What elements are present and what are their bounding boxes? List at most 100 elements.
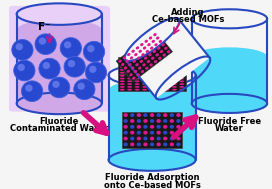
Ellipse shape <box>145 67 149 70</box>
Ellipse shape <box>135 75 140 77</box>
Ellipse shape <box>135 58 140 60</box>
Ellipse shape <box>130 56 133 60</box>
Ellipse shape <box>120 89 125 91</box>
Ellipse shape <box>135 81 140 82</box>
Ellipse shape <box>150 81 154 82</box>
Text: Adding: Adding <box>171 8 205 16</box>
Ellipse shape <box>176 137 181 140</box>
Ellipse shape <box>129 73 133 76</box>
Ellipse shape <box>134 53 138 56</box>
Ellipse shape <box>167 50 170 53</box>
Ellipse shape <box>144 57 147 60</box>
Ellipse shape <box>123 113 128 117</box>
Text: Fluoride: Fluoride <box>39 117 79 125</box>
Ellipse shape <box>163 131 167 135</box>
Bar <box>118 57 186 74</box>
Ellipse shape <box>172 81 177 82</box>
Ellipse shape <box>127 83 132 85</box>
Ellipse shape <box>165 58 169 60</box>
Ellipse shape <box>143 113 148 117</box>
Ellipse shape <box>142 72 147 74</box>
Ellipse shape <box>160 50 163 53</box>
Ellipse shape <box>157 61 162 63</box>
Ellipse shape <box>172 72 177 74</box>
Ellipse shape <box>127 69 132 71</box>
Ellipse shape <box>134 70 137 73</box>
Ellipse shape <box>180 64 184 65</box>
Ellipse shape <box>123 143 128 146</box>
Ellipse shape <box>150 86 154 88</box>
Ellipse shape <box>172 66 177 68</box>
Ellipse shape <box>127 89 132 91</box>
Ellipse shape <box>180 72 184 74</box>
Ellipse shape <box>165 89 169 91</box>
Ellipse shape <box>150 61 154 63</box>
Ellipse shape <box>180 83 184 85</box>
Ellipse shape <box>137 137 141 140</box>
Ellipse shape <box>130 125 134 129</box>
Polygon shape <box>116 31 172 82</box>
Ellipse shape <box>150 131 154 135</box>
Ellipse shape <box>143 137 148 140</box>
Ellipse shape <box>180 58 184 60</box>
Ellipse shape <box>123 131 128 135</box>
Ellipse shape <box>140 60 143 63</box>
Ellipse shape <box>120 69 125 71</box>
Ellipse shape <box>137 113 141 117</box>
Ellipse shape <box>132 77 135 80</box>
Ellipse shape <box>150 64 154 65</box>
Ellipse shape <box>180 75 184 77</box>
Ellipse shape <box>137 57 140 60</box>
Ellipse shape <box>141 53 145 56</box>
Ellipse shape <box>150 125 154 129</box>
Ellipse shape <box>163 125 167 129</box>
Bar <box>122 112 182 148</box>
Ellipse shape <box>147 43 151 46</box>
Ellipse shape <box>165 72 169 74</box>
Ellipse shape <box>78 83 85 90</box>
Ellipse shape <box>127 72 132 74</box>
Ellipse shape <box>143 131 148 135</box>
Ellipse shape <box>157 81 162 82</box>
Ellipse shape <box>156 137 161 140</box>
Ellipse shape <box>130 119 134 123</box>
Ellipse shape <box>138 50 142 53</box>
Ellipse shape <box>180 66 184 68</box>
Ellipse shape <box>135 72 140 74</box>
Ellipse shape <box>150 113 154 117</box>
Ellipse shape <box>120 78 125 80</box>
Text: Fluoride Adsorption: Fluoride Adsorption <box>105 173 199 182</box>
Ellipse shape <box>21 81 43 101</box>
Ellipse shape <box>163 119 167 123</box>
Ellipse shape <box>143 119 148 123</box>
Ellipse shape <box>135 86 140 88</box>
Ellipse shape <box>126 70 130 73</box>
Ellipse shape <box>87 45 95 52</box>
Ellipse shape <box>163 137 167 140</box>
Ellipse shape <box>157 69 162 71</box>
Ellipse shape <box>127 75 132 77</box>
Ellipse shape <box>137 119 141 123</box>
Ellipse shape <box>156 143 161 146</box>
Ellipse shape <box>142 86 147 88</box>
Ellipse shape <box>155 53 159 57</box>
Ellipse shape <box>172 86 177 88</box>
Ellipse shape <box>150 83 154 85</box>
Ellipse shape <box>132 60 136 63</box>
Ellipse shape <box>120 58 125 60</box>
Ellipse shape <box>149 36 152 40</box>
Ellipse shape <box>123 119 128 123</box>
Ellipse shape <box>14 60 35 81</box>
Ellipse shape <box>43 62 50 69</box>
Ellipse shape <box>172 89 177 91</box>
Ellipse shape <box>123 125 128 129</box>
Bar <box>192 57 267 103</box>
Ellipse shape <box>138 67 141 70</box>
Ellipse shape <box>142 64 147 65</box>
Ellipse shape <box>153 33 157 36</box>
Ellipse shape <box>157 66 162 68</box>
Ellipse shape <box>127 66 132 68</box>
Ellipse shape <box>176 113 181 117</box>
Ellipse shape <box>142 69 147 71</box>
Ellipse shape <box>85 62 107 83</box>
